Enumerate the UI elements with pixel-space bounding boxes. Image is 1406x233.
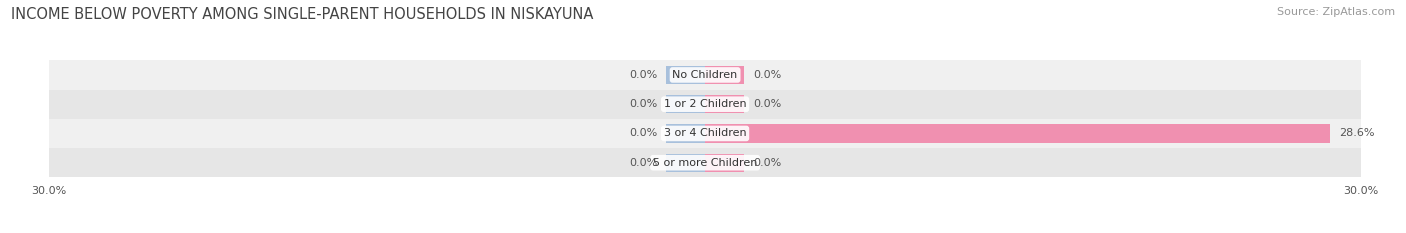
Legend: Single Father, Single Mother: Single Father, Single Mother <box>606 230 804 233</box>
Text: 0.0%: 0.0% <box>628 158 657 168</box>
Bar <box>666 66 706 84</box>
Text: 28.6%: 28.6% <box>1339 128 1375 138</box>
Bar <box>706 154 744 172</box>
Bar <box>706 95 744 113</box>
Bar <box>49 119 1361 148</box>
Text: INCOME BELOW POVERTY AMONG SINGLE-PARENT HOUSEHOLDS IN NISKAYUNA: INCOME BELOW POVERTY AMONG SINGLE-PARENT… <box>11 7 593 22</box>
Bar <box>49 60 1361 89</box>
Bar <box>49 148 1361 177</box>
Text: 0.0%: 0.0% <box>628 70 657 80</box>
Text: 1 or 2 Children: 1 or 2 Children <box>664 99 747 109</box>
Text: 0.0%: 0.0% <box>628 128 657 138</box>
Bar <box>706 66 744 84</box>
Bar <box>666 124 706 143</box>
Text: No Children: No Children <box>672 70 738 80</box>
Bar <box>706 124 1330 143</box>
Text: Source: ZipAtlas.com: Source: ZipAtlas.com <box>1277 7 1395 17</box>
Text: 3 or 4 Children: 3 or 4 Children <box>664 128 747 138</box>
Text: 0.0%: 0.0% <box>754 158 782 168</box>
Text: 0.0%: 0.0% <box>754 99 782 109</box>
Bar <box>49 89 1361 119</box>
Text: 5 or more Children: 5 or more Children <box>652 158 758 168</box>
Bar <box>666 95 706 113</box>
Text: 0.0%: 0.0% <box>628 99 657 109</box>
Text: 0.0%: 0.0% <box>754 70 782 80</box>
Bar <box>666 154 706 172</box>
